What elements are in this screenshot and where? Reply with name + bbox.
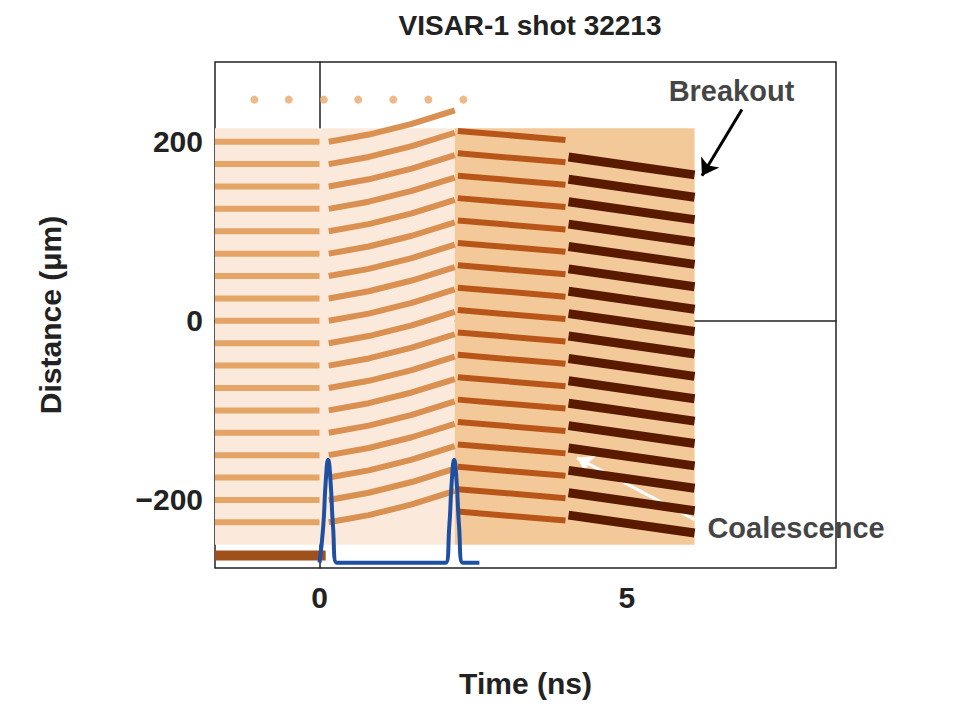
svg-text:Distance (μm): Distance (μm) — [34, 216, 67, 414]
svg-text:−200: −200 — [135, 483, 203, 516]
svg-text:Time (ns): Time (ns) — [459, 667, 592, 700]
svg-text:Coalescence: Coalescence — [707, 512, 884, 544]
svg-text:0: 0 — [311, 581, 328, 614]
svg-text:200: 200 — [153, 125, 203, 158]
svg-text:Breakout: Breakout — [669, 75, 795, 107]
svg-text:5: 5 — [619, 581, 636, 614]
svg-text:VISAR-1 shot 32213: VISAR-1 shot 32213 — [399, 10, 662, 41]
svg-text:0: 0 — [186, 304, 203, 337]
